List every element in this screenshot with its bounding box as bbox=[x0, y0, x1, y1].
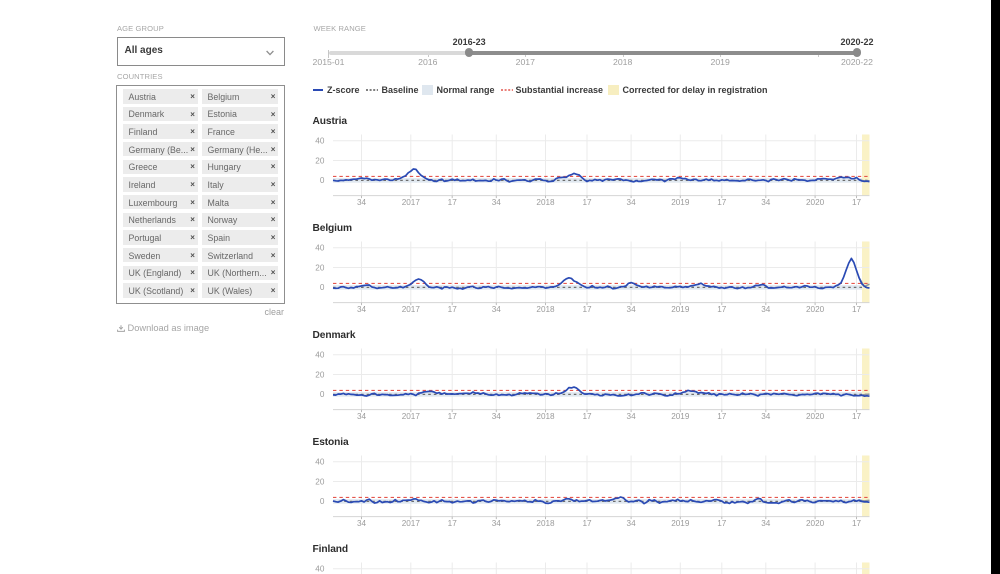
svg-text:2019: 2019 bbox=[671, 305, 690, 314]
svg-text:2020: 2020 bbox=[806, 198, 825, 207]
svg-text:34: 34 bbox=[761, 198, 771, 207]
svg-text:17: 17 bbox=[448, 198, 458, 207]
svg-text:40: 40 bbox=[315, 458, 325, 467]
svg-text:34: 34 bbox=[761, 305, 771, 314]
svg-text:34: 34 bbox=[357, 519, 367, 528]
svg-text:17: 17 bbox=[582, 305, 592, 314]
svg-text:17: 17 bbox=[852, 198, 862, 207]
svg-text:34: 34 bbox=[492, 305, 502, 314]
svg-text:2019: 2019 bbox=[671, 519, 690, 528]
svg-text:34: 34 bbox=[627, 519, 637, 528]
svg-text:34: 34 bbox=[357, 305, 367, 314]
svg-text:40: 40 bbox=[315, 244, 325, 253]
svg-text:2020: 2020 bbox=[806, 412, 825, 421]
svg-text:17: 17 bbox=[717, 305, 727, 314]
svg-text:2018: 2018 bbox=[536, 519, 555, 528]
svg-text:20: 20 bbox=[315, 156, 325, 165]
svg-text:34: 34 bbox=[761, 519, 771, 528]
svg-text:17: 17 bbox=[582, 198, 592, 207]
svg-text:17: 17 bbox=[852, 519, 862, 528]
svg-text:34: 34 bbox=[627, 305, 637, 314]
svg-text:2018: 2018 bbox=[536, 198, 555, 207]
svg-text:17: 17 bbox=[582, 412, 592, 421]
svg-text:2018: 2018 bbox=[536, 412, 555, 421]
svg-text:20: 20 bbox=[315, 477, 325, 486]
svg-text:40: 40 bbox=[315, 137, 325, 146]
svg-text:2017: 2017 bbox=[402, 305, 421, 314]
svg-text:0: 0 bbox=[320, 176, 325, 185]
svg-text:40: 40 bbox=[315, 351, 325, 360]
svg-text:17: 17 bbox=[717, 198, 727, 207]
svg-text:0: 0 bbox=[320, 497, 325, 506]
svg-text:2019: 2019 bbox=[671, 412, 690, 421]
svg-text:34: 34 bbox=[357, 412, 367, 421]
svg-text:34: 34 bbox=[627, 412, 637, 421]
svg-text:2017: 2017 bbox=[402, 412, 421, 421]
svg-text:2018: 2018 bbox=[536, 305, 555, 314]
svg-text:34: 34 bbox=[492, 519, 502, 528]
svg-text:34: 34 bbox=[627, 198, 637, 207]
svg-text:17: 17 bbox=[448, 519, 458, 528]
svg-text:17: 17 bbox=[448, 412, 458, 421]
svg-text:34: 34 bbox=[492, 412, 502, 421]
svg-text:17: 17 bbox=[448, 305, 458, 314]
svg-text:17: 17 bbox=[717, 412, 727, 421]
svg-text:17: 17 bbox=[852, 412, 862, 421]
svg-text:17: 17 bbox=[717, 519, 727, 528]
svg-text:2017: 2017 bbox=[402, 519, 421, 528]
svg-text:0: 0 bbox=[320, 390, 325, 399]
svg-text:2017: 2017 bbox=[402, 198, 421, 207]
svg-text:0: 0 bbox=[320, 283, 325, 292]
svg-text:20: 20 bbox=[315, 370, 325, 379]
svg-text:20: 20 bbox=[315, 263, 325, 272]
svg-text:2020: 2020 bbox=[806, 305, 825, 314]
svg-text:17: 17 bbox=[852, 305, 862, 314]
svg-text:17: 17 bbox=[582, 519, 592, 528]
svg-text:40: 40 bbox=[315, 565, 325, 574]
svg-text:34: 34 bbox=[761, 412, 771, 421]
svg-text:2020: 2020 bbox=[806, 519, 825, 528]
svg-text:2019: 2019 bbox=[671, 198, 690, 207]
svg-text:34: 34 bbox=[492, 198, 502, 207]
svg-text:34: 34 bbox=[357, 198, 367, 207]
